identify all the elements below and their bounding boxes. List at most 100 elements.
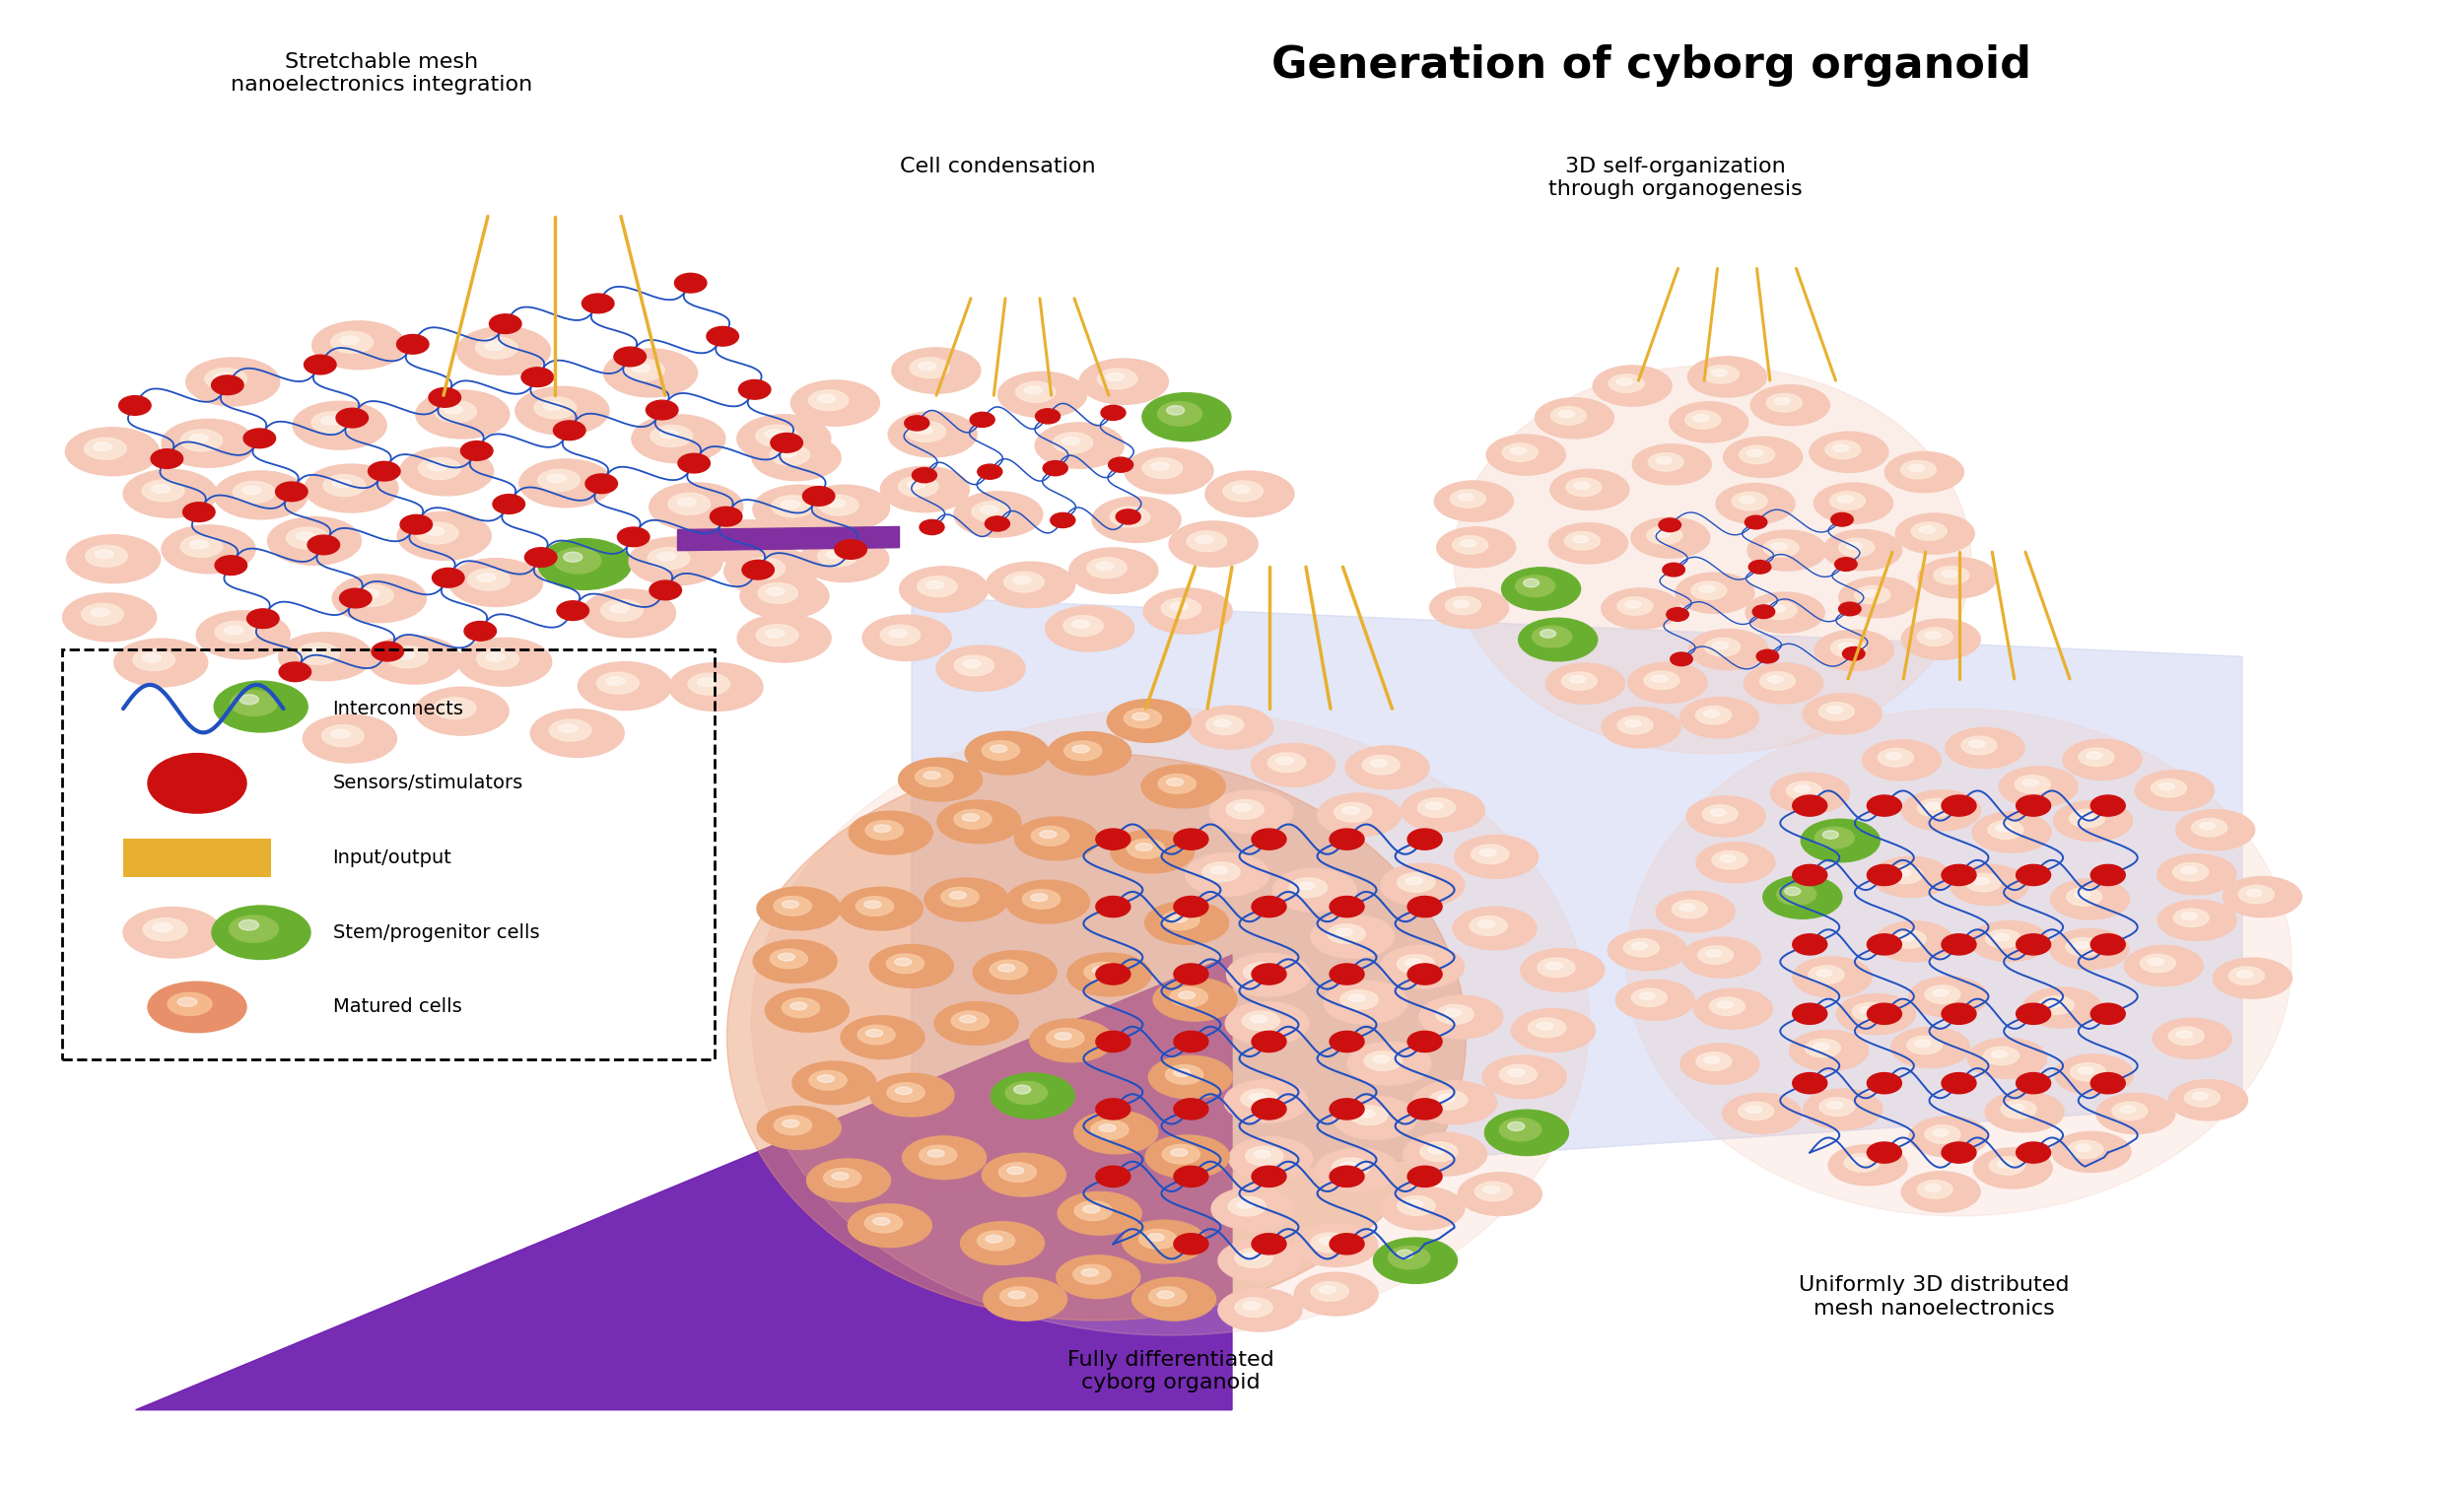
Circle shape bbox=[678, 454, 710, 473]
Ellipse shape bbox=[320, 416, 340, 425]
Circle shape bbox=[1745, 516, 1767, 530]
Ellipse shape bbox=[1318, 1237, 1335, 1244]
Ellipse shape bbox=[293, 401, 387, 449]
Ellipse shape bbox=[1035, 422, 1124, 468]
Ellipse shape bbox=[1225, 1001, 1308, 1044]
Ellipse shape bbox=[1550, 524, 1629, 564]
Ellipse shape bbox=[727, 753, 1466, 1320]
Circle shape bbox=[2089, 934, 2124, 955]
Circle shape bbox=[244, 428, 276, 448]
Ellipse shape bbox=[1148, 1234, 1163, 1241]
Circle shape bbox=[525, 548, 557, 567]
Ellipse shape bbox=[899, 567, 988, 612]
Ellipse shape bbox=[1816, 827, 1855, 849]
Ellipse shape bbox=[1887, 865, 1922, 883]
Ellipse shape bbox=[752, 709, 1589, 1335]
Ellipse shape bbox=[991, 959, 1027, 979]
Ellipse shape bbox=[2062, 739, 2141, 780]
Ellipse shape bbox=[1005, 1082, 1047, 1104]
Ellipse shape bbox=[601, 600, 643, 621]
Ellipse shape bbox=[1501, 567, 1579, 610]
Ellipse shape bbox=[1924, 1125, 1961, 1143]
Ellipse shape bbox=[1074, 1265, 1111, 1285]
Ellipse shape bbox=[1350, 1106, 1387, 1125]
Ellipse shape bbox=[2053, 801, 2131, 841]
Ellipse shape bbox=[998, 372, 1087, 418]
Ellipse shape bbox=[306, 648, 325, 656]
Ellipse shape bbox=[1294, 1223, 1377, 1267]
Ellipse shape bbox=[732, 534, 752, 542]
Ellipse shape bbox=[177, 998, 197, 1007]
Ellipse shape bbox=[2067, 1140, 2104, 1159]
Ellipse shape bbox=[941, 888, 978, 907]
Ellipse shape bbox=[1111, 830, 1195, 873]
Ellipse shape bbox=[756, 1106, 840, 1149]
Ellipse shape bbox=[1710, 809, 1725, 816]
Ellipse shape bbox=[1838, 539, 1875, 557]
Circle shape bbox=[1173, 1234, 1207, 1255]
Circle shape bbox=[2089, 865, 2124, 885]
Ellipse shape bbox=[1461, 540, 1476, 548]
Ellipse shape bbox=[1863, 740, 1942, 780]
Circle shape bbox=[1868, 934, 1902, 955]
Ellipse shape bbox=[1574, 482, 1589, 489]
Circle shape bbox=[986, 516, 1010, 531]
Ellipse shape bbox=[1096, 369, 1138, 389]
Ellipse shape bbox=[1907, 1035, 1942, 1055]
Ellipse shape bbox=[1072, 621, 1089, 628]
Ellipse shape bbox=[1540, 630, 1555, 637]
Ellipse shape bbox=[1986, 1092, 2065, 1132]
Ellipse shape bbox=[806, 1159, 890, 1203]
Ellipse shape bbox=[2070, 1062, 2107, 1082]
Ellipse shape bbox=[828, 500, 845, 507]
Ellipse shape bbox=[1161, 910, 1200, 930]
Ellipse shape bbox=[1634, 445, 1712, 485]
Ellipse shape bbox=[1860, 1007, 1875, 1013]
Ellipse shape bbox=[793, 1061, 877, 1104]
Ellipse shape bbox=[1486, 1110, 1570, 1155]
Ellipse shape bbox=[1986, 930, 2020, 947]
Ellipse shape bbox=[434, 697, 476, 719]
Ellipse shape bbox=[2247, 889, 2262, 897]
Ellipse shape bbox=[535, 397, 577, 419]
Ellipse shape bbox=[894, 1088, 912, 1095]
Ellipse shape bbox=[1025, 386, 1042, 394]
Ellipse shape bbox=[1533, 627, 1572, 648]
Ellipse shape bbox=[1062, 437, 1079, 445]
Circle shape bbox=[1331, 1167, 1365, 1188]
Ellipse shape bbox=[148, 982, 246, 1032]
Ellipse shape bbox=[1365, 1052, 1402, 1071]
Ellipse shape bbox=[2168, 1080, 2247, 1120]
Ellipse shape bbox=[448, 558, 542, 607]
Ellipse shape bbox=[1227, 1197, 1266, 1216]
Ellipse shape bbox=[1454, 600, 1469, 607]
Ellipse shape bbox=[1148, 1286, 1188, 1306]
Ellipse shape bbox=[687, 673, 729, 695]
Ellipse shape bbox=[744, 558, 786, 579]
Ellipse shape bbox=[1676, 573, 1754, 613]
Ellipse shape bbox=[1890, 930, 1927, 949]
Ellipse shape bbox=[1439, 1095, 1454, 1103]
Circle shape bbox=[1752, 604, 1774, 618]
Ellipse shape bbox=[623, 360, 665, 380]
Ellipse shape bbox=[2097, 1094, 2176, 1134]
Text: Input/output: Input/output bbox=[333, 849, 451, 867]
Circle shape bbox=[308, 536, 340, 555]
Ellipse shape bbox=[1372, 1055, 1390, 1062]
Ellipse shape bbox=[2067, 888, 2102, 906]
Ellipse shape bbox=[1656, 891, 1735, 932]
Ellipse shape bbox=[1008, 1167, 1025, 1174]
Ellipse shape bbox=[2176, 810, 2255, 850]
Circle shape bbox=[1101, 406, 1126, 421]
Ellipse shape bbox=[1188, 531, 1227, 552]
Ellipse shape bbox=[153, 924, 172, 932]
Circle shape bbox=[340, 588, 372, 607]
Ellipse shape bbox=[133, 649, 175, 671]
Ellipse shape bbox=[2038, 997, 2075, 1015]
Ellipse shape bbox=[1740, 497, 1754, 503]
Text: Stretchable mesh
nanoelectronics integration: Stretchable mesh nanoelectronics integra… bbox=[232, 52, 532, 95]
Ellipse shape bbox=[914, 425, 931, 434]
Ellipse shape bbox=[1271, 868, 1355, 912]
Ellipse shape bbox=[399, 448, 493, 495]
Ellipse shape bbox=[1311, 1282, 1348, 1301]
